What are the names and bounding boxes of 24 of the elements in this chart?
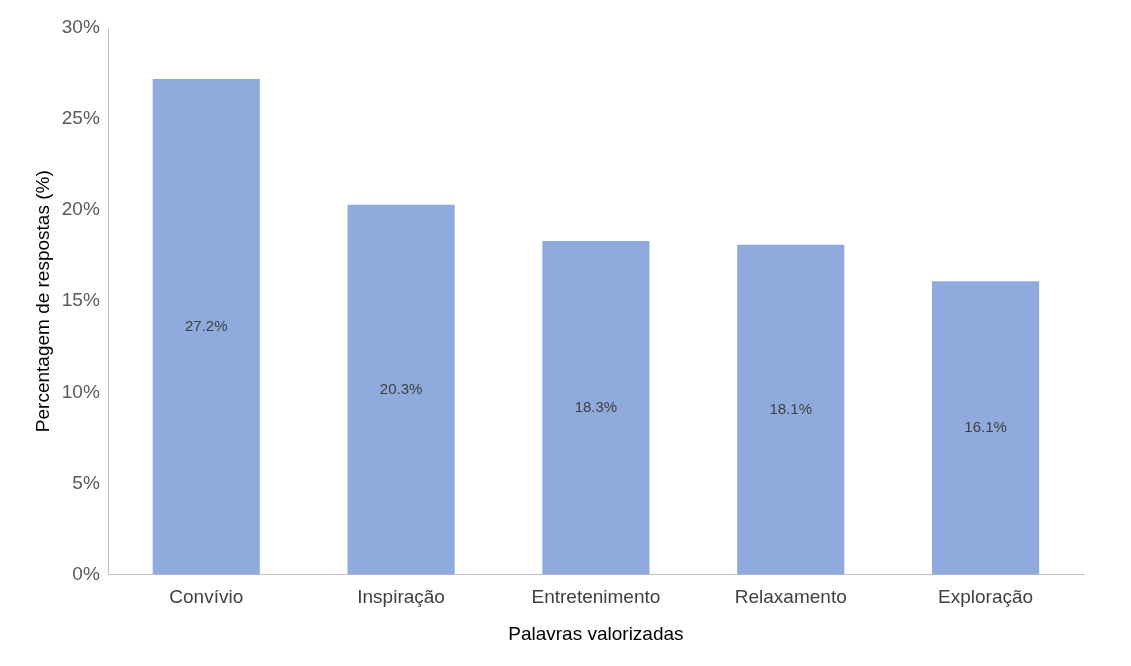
x-tick-label: Relaxamento [734,586,847,608]
y-tick-label: 15% [61,289,100,311]
bar [347,204,455,575]
x-tick-label: Entretenimento [531,586,661,608]
y-tick-label: 5% [72,471,100,493]
y-tick-label: 25% [61,107,100,129]
bar [737,244,845,575]
x-tick-label: Exploração [938,586,1034,608]
data-label: 20.3% [379,379,423,397]
data-label: 27.2% [184,316,228,334]
y-tick-label: 20% [61,198,100,220]
bar [542,241,650,575]
bar [932,281,1040,575]
bar [152,79,260,575]
y-tick-label: 0% [72,562,100,584]
data-label: 16.1% [964,417,1007,435]
x-axis-title: Palavras valorizadas [508,622,684,644]
x-tick-label: Inspiração [357,586,445,608]
y-tick-label: 30% [61,16,100,38]
x-tick-label: Convívio [169,586,244,608]
data-label: 18.1% [769,399,813,417]
y-axis-title: Percentagem de respostas (%) [31,170,53,433]
data-label: 18.3% [574,397,618,415]
y-tick-label: 10% [61,380,100,402]
